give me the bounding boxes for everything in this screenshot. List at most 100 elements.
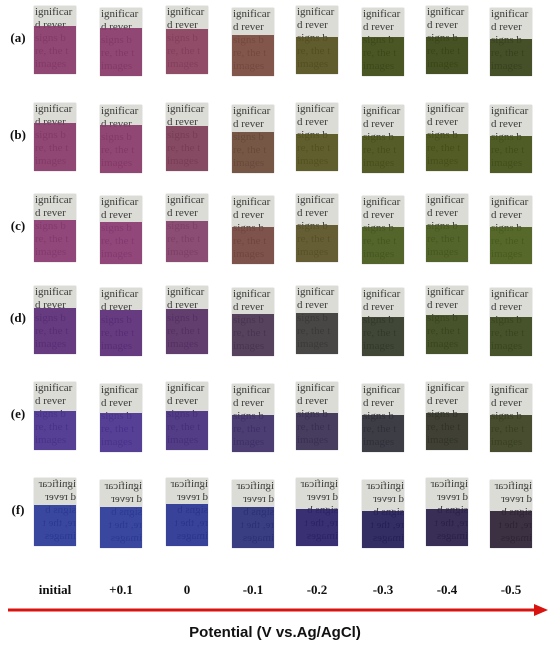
- solution-fill: [100, 309, 142, 356]
- solution-fill: [34, 505, 76, 546]
- solution-fill: [232, 35, 274, 76]
- solution-fill: [100, 507, 142, 548]
- row-label: (f): [11, 502, 25, 517]
- potential-label: -0.1: [242, 582, 264, 597]
- row-label: (e): [10, 406, 26, 421]
- solution-fill: [34, 123, 76, 171]
- solution-fill: [296, 36, 338, 74]
- solution-fill: [166, 221, 208, 262]
- solution-fill: [232, 414, 274, 452]
- solution-fill: [232, 226, 274, 264]
- solution-fill: [490, 414, 532, 452]
- solution-fill: [166, 410, 208, 450]
- solution-fill: [34, 219, 76, 262]
- solution-fill: [100, 28, 142, 76]
- solution-fill: [426, 412, 468, 450]
- solution-fill: [362, 135, 404, 173]
- solution-fill: [166, 29, 208, 74]
- potential-label: 0: [183, 582, 191, 597]
- potential-label: -0.4: [436, 582, 458, 597]
- solution-fill: [296, 508, 338, 546]
- solution-fill: [296, 313, 338, 354]
- solution-fill: [100, 221, 142, 264]
- solution-fill: [232, 132, 274, 173]
- solution-fill: [490, 316, 532, 356]
- solution-fill: [490, 510, 532, 548]
- solution-fill: [426, 314, 468, 354]
- solution-fill: [296, 133, 338, 171]
- solution-fill: [166, 309, 208, 354]
- solution-fill: [34, 26, 76, 74]
- row-label: (d): [10, 310, 26, 325]
- axis-title: Potential (V vs.Ag/AgCl): [189, 624, 361, 641]
- row-label: (b): [10, 127, 26, 142]
- potential-label: -0.3: [372, 582, 394, 597]
- solution-fill: [362, 414, 404, 452]
- solution-fill: [166, 503, 208, 546]
- solution-fill: [362, 226, 404, 264]
- potential-label: -0.5: [500, 582, 522, 597]
- row-label: (c): [10, 218, 26, 233]
- row-label: (a): [10, 30, 26, 45]
- solution-fill: [34, 307, 76, 354]
- solution-fill: [362, 316, 404, 356]
- solution-fill: [296, 412, 338, 450]
- potential-arrow: [8, 604, 548, 616]
- solution-fill: [490, 38, 532, 76]
- solution-fill: [426, 224, 468, 262]
- solution-fill: [100, 412, 142, 452]
- solution-fill: [166, 126, 208, 171]
- solution-fill: [426, 133, 468, 171]
- arrow-head: [534, 604, 548, 616]
- potential-label: initial: [38, 582, 72, 597]
- potential-label: -0.2: [306, 582, 328, 597]
- solution-fill: [232, 507, 274, 548]
- solution-fill: [232, 313, 274, 356]
- solution-fill: [362, 510, 404, 548]
